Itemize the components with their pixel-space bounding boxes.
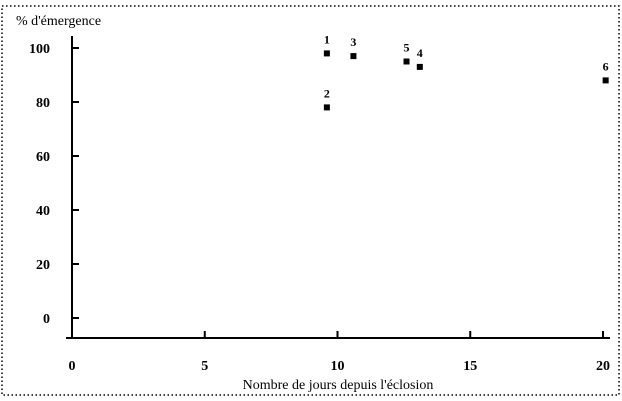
- data-point: [416, 63, 423, 70]
- x-axis-title: Nombre de jours depuis l'éclosion: [243, 378, 434, 393]
- data-point: [350, 53, 357, 60]
- x-tick-label: 15: [463, 359, 477, 374]
- y-tick-label: 40: [36, 204, 50, 219]
- y-tick-label: 60: [36, 150, 50, 165]
- y-ticks: 0 20 40 60 80 100: [29, 42, 79, 327]
- x-tick-label: 0: [69, 359, 76, 374]
- data-point: [403, 58, 410, 65]
- data-point: [602, 77, 609, 84]
- y-tick-label: 100: [29, 42, 50, 57]
- point-label: 3: [350, 35, 356, 49]
- data-points: 1 2 3 5 4 6: [323, 32, 609, 111]
- point-label: 2: [324, 86, 330, 100]
- data-point: [323, 104, 330, 111]
- point-label: 1: [324, 32, 330, 46]
- y-axis-title: % d'émergence: [16, 14, 101, 29]
- x-tick-label: 10: [331, 359, 345, 374]
- x-ticks: 0 5 10 15 20: [69, 331, 610, 374]
- point-label: 6: [603, 59, 609, 73]
- chart-border: [1, 5, 620, 396]
- y-tick-label: 20: [36, 258, 50, 273]
- x-tick-label: 5: [201, 359, 208, 374]
- y-tick-label: 80: [36, 96, 50, 111]
- point-label: 5: [404, 41, 410, 55]
- point-label: 4: [417, 46, 423, 60]
- y-tick-label: 0: [43, 312, 50, 327]
- x-tick-label: 20: [596, 359, 610, 374]
- data-point: [323, 50, 330, 57]
